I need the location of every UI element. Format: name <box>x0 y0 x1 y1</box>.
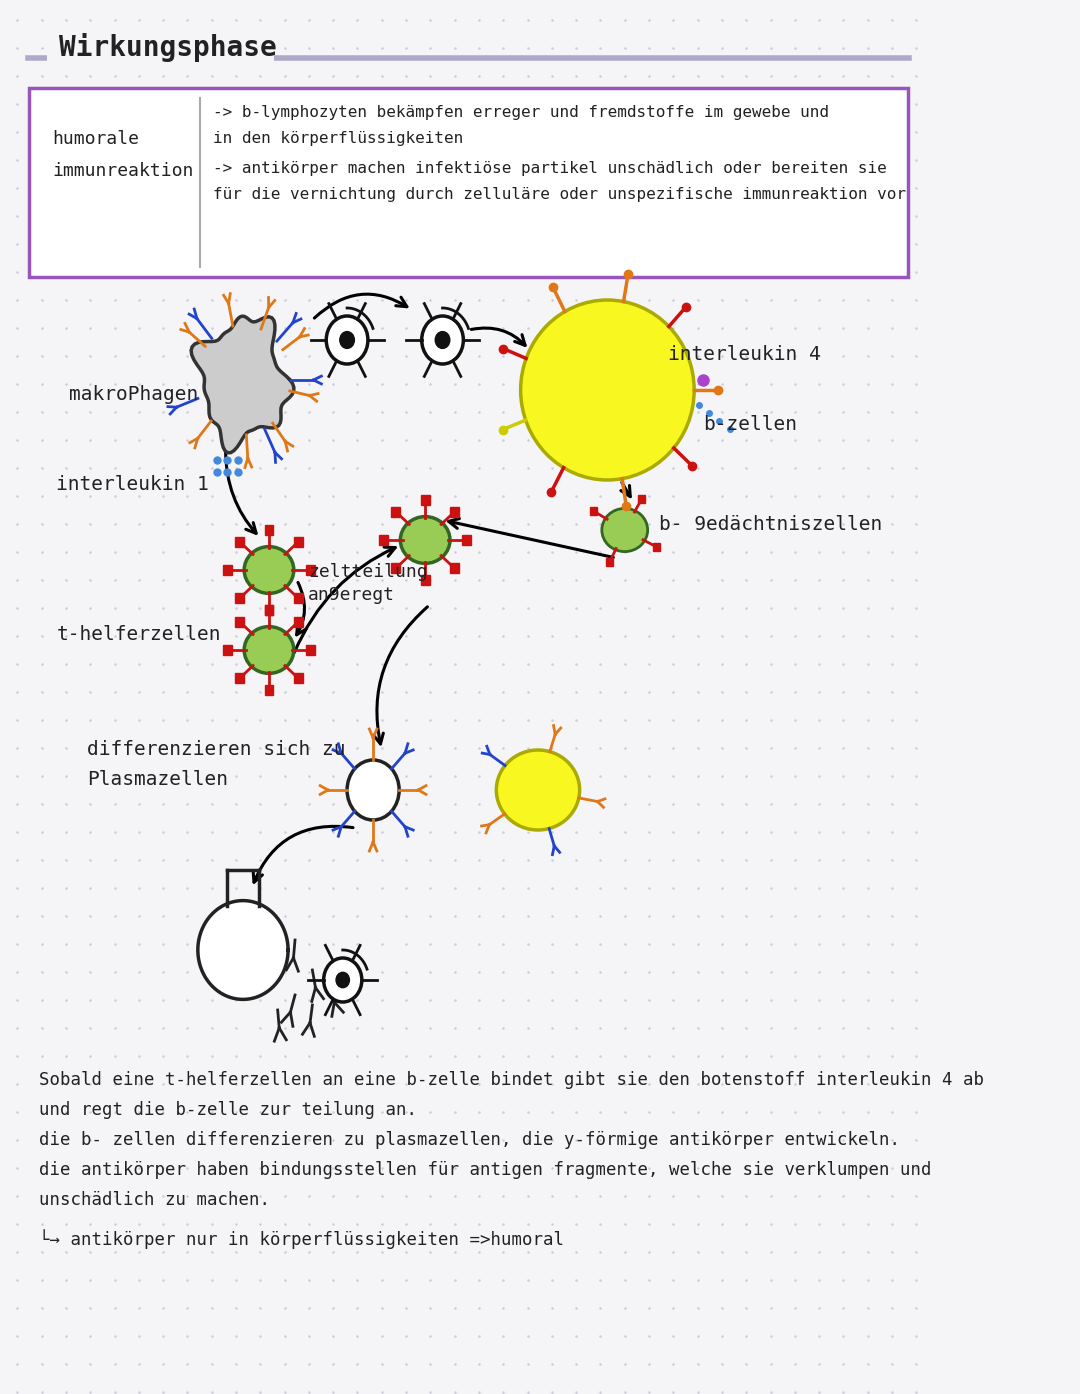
Text: und regt die b-zelle zur teilung an.: und regt die b-zelle zur teilung an. <box>39 1101 417 1119</box>
Text: unschädlich zu machen.: unschädlich zu machen. <box>39 1190 270 1209</box>
Bar <box>379 535 388 545</box>
Bar <box>638 495 645 503</box>
Text: └→ antikörper nur in körperflüssigkeiten =>humoral: └→ antikörper nur in körperflüssigkeiten… <box>39 1230 564 1249</box>
Text: makroPhagen: makroPhagen <box>69 385 199 404</box>
Bar <box>265 684 273 696</box>
Ellipse shape <box>401 517 450 563</box>
Bar <box>450 506 459 517</box>
Text: -> b-lymphozyten bekämpfen erreger und fremdstoffe im gewebe und: -> b-lymphozyten bekämpfen erreger und f… <box>213 105 828 120</box>
Bar <box>421 576 430 585</box>
Bar <box>391 563 400 573</box>
FancyBboxPatch shape <box>29 88 908 277</box>
Bar <box>222 565 232 574</box>
Text: die b- zellen differenzieren zu plasmazellen, die y-förmige antikörper entwickel: die b- zellen differenzieren zu plasmaze… <box>39 1131 900 1149</box>
Text: Wirkungsphase: Wirkungsphase <box>59 33 276 61</box>
Ellipse shape <box>521 300 694 480</box>
Bar <box>235 616 244 627</box>
Text: b-zellen: b-zellen <box>703 415 797 434</box>
Text: humorale
immunreaktion: humorale immunreaktion <box>52 130 193 180</box>
Bar <box>307 645 315 655</box>
Bar <box>265 526 273 535</box>
Polygon shape <box>191 316 294 453</box>
Circle shape <box>336 972 350 988</box>
Bar <box>606 558 613 566</box>
Bar <box>265 605 273 615</box>
Bar <box>294 673 302 683</box>
Text: interleukin 1: interleukin 1 <box>56 475 210 493</box>
Ellipse shape <box>244 546 294 594</box>
Bar <box>307 565 315 574</box>
Ellipse shape <box>244 626 294 673</box>
Bar <box>462 535 471 545</box>
Polygon shape <box>198 901 288 999</box>
Circle shape <box>347 760 400 820</box>
Text: t-helferzellen: t-helferzellen <box>56 625 221 644</box>
Circle shape <box>435 332 450 348</box>
Text: interleukin 4: interleukin 4 <box>669 344 821 364</box>
Text: b- 9edächtniszellen: b- 9edächtniszellen <box>660 514 882 534</box>
Bar <box>391 506 400 517</box>
Ellipse shape <box>602 509 648 552</box>
Bar <box>235 673 244 683</box>
Circle shape <box>324 958 362 1002</box>
Bar <box>450 563 459 573</box>
Text: differenzieren sich zu: differenzieren sich zu <box>86 740 346 758</box>
Text: in den körperflüssigkeiten: in den körperflüssigkeiten <box>213 131 463 145</box>
Ellipse shape <box>497 750 580 829</box>
Bar <box>235 537 244 546</box>
Bar <box>294 594 302 604</box>
Text: Sobald eine t-helferzellen an eine b-zelle bindet gibt sie den botenstoff interl: Sobald eine t-helferzellen an eine b-zel… <box>39 1071 984 1089</box>
Text: für die vernichtung durch zelluläre oder unspezifische immunreaktion vor: für die vernichtung durch zelluläre oder… <box>213 187 906 202</box>
Bar <box>235 594 244 604</box>
Bar <box>222 645 232 655</box>
Bar <box>294 537 302 546</box>
Text: Plasmazellen: Plasmazellen <box>86 769 228 789</box>
Bar <box>653 544 660 551</box>
Circle shape <box>421 316 463 364</box>
Bar <box>421 495 430 505</box>
Text: zeltteilung: zeltteilung <box>308 563 428 581</box>
Text: an9eregt: an9eregt <box>308 585 395 604</box>
Circle shape <box>326 316 368 364</box>
Bar <box>294 616 302 627</box>
Bar <box>265 605 273 615</box>
Text: -> antikörper machen infektiöse partikel unschädlich oder bereiten sie: -> antikörper machen infektiöse partikel… <box>213 160 887 176</box>
Text: die antikörper haben bindungsstellen für antigen fragmente, welche sie verklumpe: die antikörper haben bindungsstellen für… <box>39 1161 932 1179</box>
Bar <box>591 507 597 516</box>
Circle shape <box>340 332 354 348</box>
FancyBboxPatch shape <box>46 43 274 72</box>
